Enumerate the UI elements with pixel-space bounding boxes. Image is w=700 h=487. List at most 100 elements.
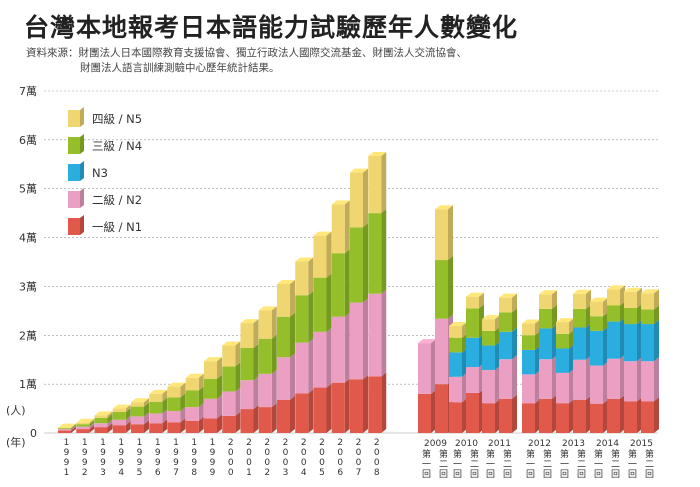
x-session-label: 二 bbox=[503, 460, 512, 470]
x-tick-label: 2009 bbox=[424, 439, 447, 449]
bar-segment bbox=[482, 330, 495, 346]
bar-segment bbox=[331, 253, 345, 317]
x-tick-label: 0 bbox=[301, 448, 307, 458]
bar-side bbox=[344, 378, 350, 433]
bar-segment bbox=[368, 155, 382, 214]
bar-side bbox=[552, 324, 557, 360]
bar-segment bbox=[112, 411, 126, 420]
bar-segment bbox=[149, 393, 163, 402]
bar-side bbox=[535, 370, 540, 404]
x-tick-label: 9 bbox=[173, 458, 179, 468]
bar-side bbox=[495, 326, 500, 346]
bar-side bbox=[235, 411, 241, 433]
bar-side bbox=[586, 395, 591, 433]
x-session-label: 一 bbox=[422, 460, 431, 470]
bar-side bbox=[326, 273, 332, 332]
source-line: 財團法人語言訓練測驗中心歷年統計結果。 bbox=[80, 62, 280, 74]
bar-segment bbox=[466, 308, 479, 338]
bar-segment bbox=[240, 409, 254, 433]
bar-segment bbox=[641, 293, 654, 310]
bar-side bbox=[71, 426, 76, 433]
bar-side bbox=[326, 383, 332, 433]
bar-segment bbox=[295, 261, 309, 296]
x-tick-label: 2015 bbox=[630, 439, 653, 449]
bar-segment bbox=[204, 398, 217, 419]
bar-segment bbox=[573, 399, 586, 433]
y-tick-label: 7萬 bbox=[19, 85, 37, 98]
bar-segment bbox=[131, 416, 144, 425]
legend-swatch-side bbox=[80, 161, 84, 181]
x-session-label: 二 bbox=[470, 460, 479, 470]
bar-side bbox=[603, 326, 608, 366]
bar-side bbox=[71, 425, 76, 431]
x-tick-label: 2 bbox=[264, 438, 270, 448]
bar-segment bbox=[368, 376, 382, 433]
bar-segment bbox=[76, 429, 90, 433]
bar-segment bbox=[539, 328, 552, 360]
bar-segment bbox=[522, 323, 535, 336]
bar-segment bbox=[277, 399, 290, 433]
x-tick-label: 2 bbox=[82, 468, 88, 478]
legend-label: 三級 / N4 bbox=[92, 139, 142, 153]
bar-side bbox=[654, 305, 659, 325]
x-session-label: 第 bbox=[453, 448, 462, 460]
source-note: 資料來源：財團法人日本國際教育支援協會、獨立行政法人國際交流基金、財團法人交流協… bbox=[26, 46, 467, 76]
bar-top bbox=[482, 315, 500, 320]
legend-label: N3 bbox=[92, 166, 108, 180]
bar-side bbox=[552, 394, 557, 433]
x-session-label: 二 bbox=[439, 460, 448, 470]
x-tick-label: 0 bbox=[228, 458, 234, 468]
legend-swatch-side bbox=[80, 188, 84, 208]
bar-segment bbox=[499, 398, 512, 433]
bar-segment bbox=[466, 296, 479, 309]
bar-top bbox=[466, 292, 484, 297]
bar-side bbox=[107, 423, 113, 433]
bar-segment bbox=[573, 308, 586, 328]
bar-side bbox=[107, 411, 113, 418]
x-session-label: 二 bbox=[543, 460, 552, 470]
x-tick-label: 1 bbox=[64, 438, 70, 448]
bar-side bbox=[603, 312, 608, 331]
bar-segment bbox=[590, 403, 603, 433]
bar-segment bbox=[350, 172, 363, 228]
bar-side bbox=[107, 413, 113, 424]
bar-segment bbox=[94, 417, 108, 424]
x-session-label: 一 bbox=[628, 460, 637, 470]
bar-segment bbox=[556, 403, 569, 433]
bar-segment bbox=[185, 420, 199, 433]
bar-side bbox=[620, 354, 625, 399]
x-tick-label: 2 bbox=[319, 438, 325, 448]
bar-side bbox=[271, 306, 277, 339]
x-tick-label: 2 bbox=[246, 438, 252, 448]
bar-segment bbox=[449, 352, 462, 377]
bar-segment bbox=[149, 413, 163, 424]
bar-segment bbox=[112, 419, 126, 426]
bar-side bbox=[125, 407, 131, 420]
bar-side bbox=[620, 317, 625, 359]
bar-side bbox=[144, 412, 149, 425]
bar-side bbox=[495, 315, 500, 331]
x-session-label: 回 bbox=[577, 469, 586, 480]
x-tick-label: 9 bbox=[137, 448, 143, 458]
bar-segment bbox=[522, 335, 535, 350]
bar-side bbox=[89, 420, 95, 427]
bar-top bbox=[590, 297, 608, 302]
bar-segment bbox=[435, 260, 448, 319]
bar-segment bbox=[607, 305, 620, 322]
bar-segment bbox=[94, 423, 108, 428]
bar-segment bbox=[167, 386, 181, 398]
legend-label: 四級 / N5 bbox=[92, 112, 142, 126]
bar-segment bbox=[418, 343, 431, 394]
x-tick-label: 0 bbox=[337, 448, 343, 458]
bar-segment bbox=[149, 423, 163, 433]
bar-segment bbox=[539, 308, 552, 329]
bar-segment bbox=[149, 401, 163, 414]
x-session-label: 一 bbox=[486, 460, 495, 470]
bar-side bbox=[326, 231, 332, 278]
x-tick-label: 5 bbox=[319, 468, 325, 478]
bar-top bbox=[449, 322, 467, 327]
bar-side bbox=[71, 423, 76, 429]
bar-top bbox=[76, 418, 95, 423]
x-tick-label: 0 bbox=[319, 448, 325, 458]
bar-side bbox=[180, 382, 186, 398]
